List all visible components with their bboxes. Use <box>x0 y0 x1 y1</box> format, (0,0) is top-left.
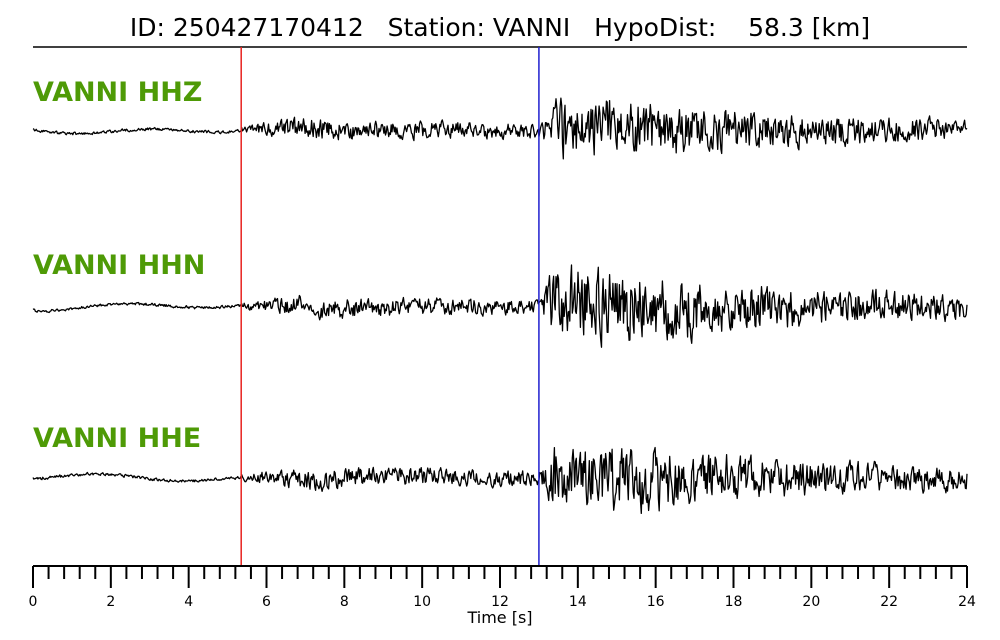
waveform-trace-hhn <box>32 264 968 348</box>
x-tick-label: 8 <box>340 594 349 610</box>
channel-label-hhe: VANNI HHE <box>33 423 201 454</box>
x-tick-label: 0 <box>29 594 38 610</box>
x-tick-label: 6 <box>262 594 271 610</box>
station-name: VANNI <box>493 13 570 42</box>
hypodist-unit: [km] <box>812 13 870 42</box>
x-tick-label: 18 <box>725 594 743 610</box>
waveform-trace-hhe <box>32 446 968 515</box>
x-tick-label: 24 <box>958 594 976 610</box>
x-tick-label: 14 <box>569 594 587 610</box>
x-tick-label: 2 <box>106 594 115 610</box>
x-tick-label: 22 <box>880 594 898 610</box>
waveform-trace-hhz <box>32 97 968 160</box>
channel-label-hhn: VANNI HHN <box>33 250 205 281</box>
x-tick-label: 4 <box>184 594 193 610</box>
picks-group <box>240 47 540 566</box>
x-axis-label: Time [s] <box>466 608 532 627</box>
event-id: 250427170412 <box>173 13 364 42</box>
traces-group <box>32 97 968 515</box>
time-axis: 0 2 4 6 8 10 12 14 16 18 20 22 24 <box>29 565 976 610</box>
channel-label-hhz: VANNI HHZ <box>33 77 202 108</box>
chart-title: ID: 250427170412 Station: VANNI HypoDist… <box>130 13 870 42</box>
x-tick-label: 20 <box>802 594 820 610</box>
hypodist-value: 58.3 <box>748 13 804 42</box>
station-label: Station: <box>388 13 485 42</box>
x-tick-label: 12 <box>491 594 509 610</box>
hypodist-label: HypoDist: <box>594 13 716 42</box>
x-tick-label: 10 <box>413 594 431 610</box>
id-label: ID: <box>130 13 165 42</box>
x-tick-label: 16 <box>647 594 665 610</box>
